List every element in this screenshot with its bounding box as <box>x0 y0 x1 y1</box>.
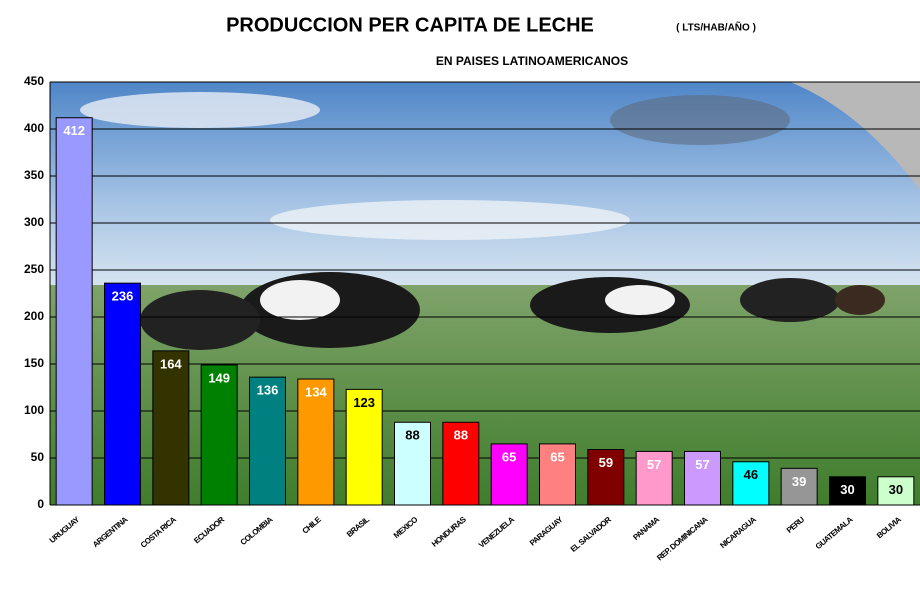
bar <box>104 282 141 506</box>
bar <box>877 476 915 506</box>
y-tick-label: 0 <box>37 497 44 511</box>
x-tick-label: BOLIVIA <box>875 515 903 541</box>
value-label: 59 <box>599 455 613 470</box>
x-tick-label: REP. DOMINICANA <box>655 515 710 563</box>
value-label: 39 <box>792 474 806 489</box>
x-tick-label: URUGUAY <box>48 514 82 545</box>
x-tick-label: PANAMA <box>631 515 661 542</box>
x-tick-label: EL SALVADOR <box>569 515 613 554</box>
x-tick-label: ECUADOR <box>192 515 226 546</box>
background-photo <box>50 82 920 505</box>
chart-title: PRODUCCION PER CAPITA DE LECHE <box>226 14 594 36</box>
value-label: 57 <box>695 457 709 472</box>
value-label: 123 <box>353 395 375 410</box>
x-tick-label: HONDURAS <box>430 514 468 548</box>
bar <box>394 421 431 506</box>
value-label: 134 <box>305 384 327 399</box>
bar <box>442 421 480 506</box>
value-label: 164 <box>160 356 182 371</box>
value-label: 65 <box>550 449 564 464</box>
value-label: 149 <box>208 370 230 385</box>
bar <box>297 378 335 506</box>
x-tick-label: CHILE <box>301 514 324 535</box>
x-tick-label: ARGENTINA <box>91 515 130 550</box>
value-label: 30 <box>889 482 903 497</box>
y-tick-label: 450 <box>24 74 44 88</box>
bar <box>732 461 770 506</box>
value-label: 30 <box>840 482 854 497</box>
bar <box>587 449 625 506</box>
x-tick-label: COSTA RICA <box>139 515 178 550</box>
x-tick-label: VENEZUELA <box>477 515 516 550</box>
value-label: 57 <box>647 457 661 472</box>
x-tick-label: PARAGUAY <box>528 514 565 547</box>
value-label: 88 <box>405 428 419 443</box>
y-tick-label: 250 <box>24 262 44 276</box>
y-tick-label: 100 <box>24 403 44 417</box>
bar <box>200 364 238 506</box>
value-label: 136 <box>257 383 279 398</box>
x-tick-label: MEXICO <box>392 515 419 540</box>
y-tick-label: 200 <box>24 309 44 323</box>
x-tick-label: PERU <box>785 515 807 535</box>
bar <box>684 450 721 506</box>
y-tick-label: 50 <box>31 450 45 464</box>
x-tick-label: COLOMBIA <box>239 515 275 547</box>
y-tick-label: 350 <box>24 168 44 182</box>
bar <box>55 117 93 506</box>
bar <box>249 376 286 506</box>
value-label: 88 <box>454 428 468 443</box>
value-label: 236 <box>112 289 134 304</box>
bar <box>635 450 673 506</box>
y-tick-label: 300 <box>24 215 44 229</box>
unit: ( LTS/HAB/AÑO ) <box>676 21 756 34</box>
x-tick-label: GUATEMALA <box>814 515 855 551</box>
bar <box>780 467 818 506</box>
y-tick-label: 150 <box>24 356 44 370</box>
value-label: 65 <box>502 449 516 464</box>
subtitle: EN PAISES LATINOAMERICANOS <box>436 54 628 68</box>
value-label: 46 <box>744 467 758 482</box>
bar <box>829 476 866 506</box>
bar <box>152 350 190 506</box>
y-tick-label: 400 <box>24 121 44 135</box>
x-tick-label: NICARAGUA <box>718 515 758 550</box>
value-label: 412 <box>63 123 85 138</box>
x-tick-label: BRASIL <box>345 515 371 539</box>
